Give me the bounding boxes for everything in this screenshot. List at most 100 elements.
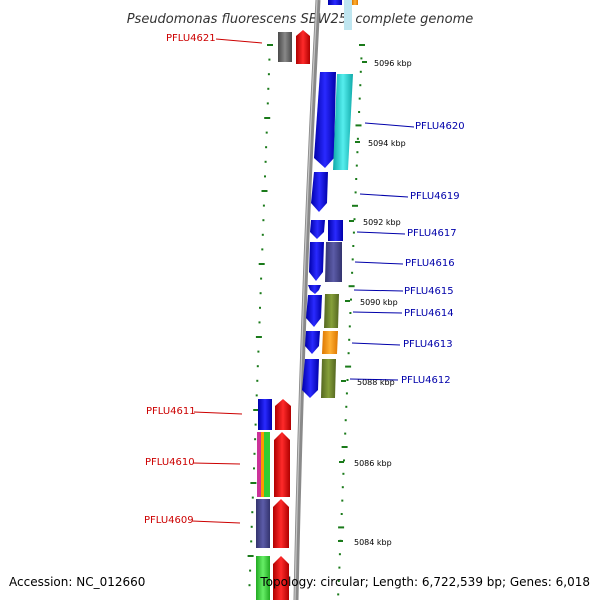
gene-arrow-PFLU4621-red[interactable] — [296, 30, 310, 64]
gene-label-PFLU4620[interactable]: PFLU4620 — [415, 121, 465, 132]
left-ruler-tick — [257, 350, 260, 353]
left-ruler-tick — [255, 394, 258, 397]
left-ruler-tick — [258, 263, 265, 265]
gene-arrow-PFLU4616-blue[interactable] — [309, 242, 324, 281]
left-ruler-tick — [253, 409, 260, 411]
gene-label-PFLU4616[interactable]: PFLU4616 — [405, 258, 455, 269]
kbp-label-5092: 5092 kbp — [363, 218, 401, 227]
label-leader-PFLU4619 — [359, 193, 409, 198]
left-ruler-tick — [250, 525, 253, 528]
gene-PFLU4620[interactable] — [314, 72, 353, 170]
gene-block-top-orange[interactable] — [352, 0, 358, 5]
gene-arrow-PFLU4620-blue[interactable] — [314, 72, 336, 168]
right-ruler-tick — [341, 499, 344, 502]
gene-arrow-PFLU4617-blue[interactable] — [310, 220, 325, 239]
left-ruler-tick — [265, 146, 268, 149]
gene-arrow-bottom-red[interactable] — [273, 556, 289, 600]
gene-arrow-PFLU4612-olive[interactable] — [321, 359, 336, 398]
right-ruler-tick — [341, 486, 344, 489]
left-ruler-tick — [265, 131, 268, 134]
gene-arrow-PFLU4613-blue[interactable] — [305, 331, 320, 354]
right-ruler-tick — [343, 459, 345, 462]
right-ruler-tick — [340, 513, 343, 515]
gene-arrow-PFLU4610-mixed[interactable] — [257, 432, 270, 497]
gene-arrow-PFLU4615-blue[interactable] — [308, 285, 321, 294]
right-ruler-tick — [345, 365, 352, 368]
gene-label-PFLU4621[interactable]: PFLU4621 — [166, 33, 216, 44]
right-ruler-tick — [356, 151, 359, 154]
gene-PFLU4615[interactable] — [308, 285, 321, 294]
right-ruler-tick — [356, 137, 359, 140]
right-ruler-tick — [341, 446, 348, 448]
right-ruler-tick — [347, 352, 350, 355]
right-ruler-track — [337, 44, 365, 596]
gene-label-PFLU4614[interactable]: PFLU4614 — [404, 308, 454, 319]
left-ruler-tick — [248, 584, 251, 587]
gene-block-top-cyan[interactable] — [344, 0, 352, 30]
left-ruler-tick — [260, 277, 263, 280]
gene-block-top-blue[interactable] — [328, 0, 342, 5]
left-ruler-tick — [262, 219, 265, 222]
gene-PFLU4612[interactable] — [302, 359, 336, 398]
gene-arrow-PFLU4610-red[interactable] — [274, 432, 290, 497]
major-tick-5086 — [339, 461, 344, 463]
gene-PFLU4611[interactable] — [258, 399, 291, 430]
left-ruler-tick — [262, 204, 265, 207]
gene-arrow-PFLU4617-blue2[interactable] — [328, 220, 343, 241]
right-ruler-tick — [351, 271, 354, 274]
gene-label-PFLU4619[interactable]: PFLU4619 — [410, 191, 460, 202]
genome-backbone-highlight — [294, 0, 318, 600]
right-ruler-tick — [351, 258, 354, 261]
right-ruler-tick — [355, 124, 362, 127]
label-leader-PFLU4621 — [215, 38, 263, 44]
right-ruler-tick — [338, 553, 341, 556]
gene-arrow-PFLU4613-orange[interactable] — [322, 331, 338, 354]
left-ruler-tick — [264, 117, 271, 119]
gene-PFLU4617[interactable] — [310, 220, 343, 241]
label-leader-PFLU4620 — [364, 122, 415, 128]
gene-arrow-PFLU4619-blue[interactable] — [311, 172, 328, 212]
gene-arrow-PFLU4611-blue[interactable] — [258, 399, 272, 430]
right-ruler-tick — [352, 245, 355, 247]
gene-label-PFLU4611[interactable]: PFLU4611 — [146, 406, 196, 417]
gene-PFLU4609[interactable] — [256, 499, 289, 548]
gene-arrow-PFLU4609-red[interactable] — [273, 499, 289, 548]
gene-arrow-PFLU4621-grey[interactable] — [278, 32, 292, 62]
left-ruler-tick — [267, 73, 270, 76]
gene-arrow-PFLU4616-slate[interactable] — [325, 242, 342, 282]
left-ruler-tick — [261, 248, 264, 251]
gene-label-PFLU4609[interactable]: PFLU4609 — [144, 515, 194, 526]
right-ruler-tick — [358, 111, 361, 113]
right-ruler-tick — [338, 566, 341, 569]
gene-arrow-PFLU4609-slate[interactable] — [256, 499, 270, 548]
gene-label-PFLU4612[interactable]: PFLU4612 — [401, 375, 451, 386]
gene-label-PFLU4617[interactable]: PFLU4617 — [407, 228, 457, 239]
left-ruler-tick — [266, 102, 269, 105]
gene-arrow-PFLU4620-cyan[interactable] — [333, 74, 353, 170]
left-ruler-tick — [255, 336, 262, 338]
gene-arrow-PFLU4614-blue[interactable] — [306, 295, 322, 327]
right-ruler-tick — [348, 285, 355, 288]
right-ruler-tick — [344, 419, 347, 422]
gene-PFLU4619[interactable] — [311, 172, 328, 212]
gene-PFLU4614[interactable] — [306, 294, 339, 328]
gene-arrow-bottom-green[interactable] — [256, 556, 270, 600]
label-leader-PFLU4609 — [191, 520, 241, 524]
right-ruler-tick — [355, 164, 358, 167]
gene-label-PFLU4610[interactable]: PFLU4610 — [145, 457, 195, 468]
right-ruler-tick — [346, 379, 349, 381]
gene-PFLU4621[interactable] — [278, 30, 310, 64]
gene-arrow-PFLU4614-olive[interactable] — [324, 294, 339, 328]
right-ruler-tick — [359, 84, 362, 87]
gene-label-PFLU4615[interactable]: PFLU4615 — [404, 286, 454, 297]
right-ruler-tick — [355, 178, 358, 180]
gene-PFLU4616[interactable] — [309, 242, 342, 282]
label-leader-PFLU4612 — [349, 378, 399, 381]
left-ruler-tick — [250, 540, 253, 543]
gene-PFLU4610[interactable] — [257, 432, 290, 497]
gene-label-PFLU4613[interactable]: PFLU4613 — [403, 339, 453, 350]
gene-arrow-PFLU4611-red[interactable] — [275, 399, 291, 430]
gene-PFLU4613[interactable] — [305, 331, 338, 354]
gene-arrow-PFLU4612-blue[interactable] — [302, 359, 319, 398]
